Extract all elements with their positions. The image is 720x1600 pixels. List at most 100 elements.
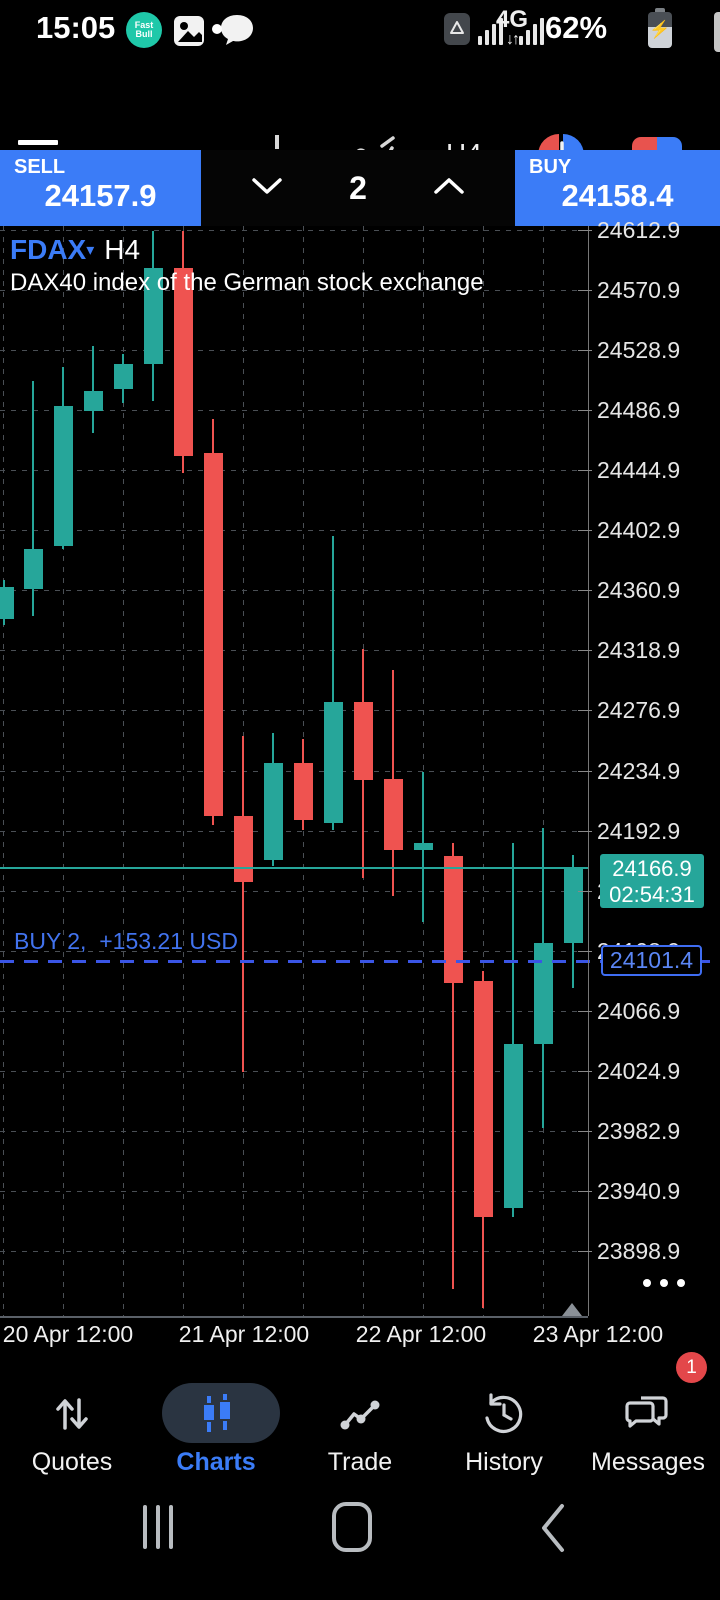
chat-notification-icon [180, 13, 256, 52]
bid-badge-price: 24166.9 [612, 855, 692, 881]
position-line[interactable] [0, 960, 712, 964]
chevron-down-icon: ▾ [86, 242, 95, 259]
candle[interactable] [233, 816, 253, 882]
candle[interactable] [263, 763, 283, 861]
nav-item-quotes[interactable]: Quotes [0, 1348, 144, 1480]
candle[interactable] [23, 548, 43, 589]
price-axis-label: 23940.9 [597, 1177, 681, 1204]
more-dots-icon[interactable] [643, 1279, 685, 1287]
signal-strength-icon [478, 18, 503, 45]
date-axis-label: 22 Apr 12:00 [355, 1321, 487, 1347]
sell-label: SELL [14, 156, 66, 178]
candle[interactable] [413, 843, 433, 851]
position-price-badge: 24101.4 [601, 945, 702, 977]
quotes-icon [50, 1392, 94, 1441]
nav-label-quotes: Quotes [31, 1448, 113, 1476]
candle-wick [512, 843, 514, 1217]
messages-icon [625, 1392, 671, 1441]
candle[interactable] [83, 391, 103, 412]
axis-tick [578, 410, 592, 412]
nav-item-history[interactable]: History [432, 1348, 576, 1480]
price-axis-label: 24276.9 [597, 697, 681, 724]
symbol-description: DAX40 index of the German stock exchange [10, 269, 484, 296]
axis-tick [578, 1010, 592, 1012]
buy-price: 24158.4 [561, 178, 674, 213]
h-gridline [0, 590, 588, 592]
price-axis-label: 24402.9 [597, 517, 681, 544]
candle[interactable] [443, 856, 463, 984]
v-gridline [483, 226, 484, 1316]
price-axis-label: 24444.9 [597, 457, 681, 484]
scroll-to-end-icon[interactable] [562, 1303, 582, 1316]
candle-wick [452, 843, 454, 1290]
price-axis-label: 24318.9 [597, 637, 681, 664]
axis-tick [578, 290, 592, 292]
candle-wick [92, 345, 94, 433]
h-gridline [0, 1130, 588, 1132]
sell-price: 24157.9 [44, 178, 157, 213]
nav-label-history: History [465, 1448, 543, 1476]
candle[interactable] [383, 778, 403, 851]
candle[interactable] [173, 268, 193, 456]
candle[interactable] [113, 364, 133, 389]
candle-wick [242, 736, 244, 1073]
date-axis-label: 23 Apr 12:00 [532, 1321, 664, 1347]
candle[interactable] [473, 980, 493, 1217]
h-gridline [0, 1251, 588, 1253]
nav-item-charts[interactable]: Charts [144, 1348, 288, 1480]
axis-tick [578, 650, 592, 652]
candle[interactable] [563, 867, 583, 944]
axis-tick [578, 1130, 592, 1132]
price-axis-label: 24066.9 [597, 997, 681, 1024]
volume-increase-icon[interactable] [431, 175, 467, 202]
candle[interactable] [53, 405, 73, 546]
home-button[interactable] [332, 1502, 372, 1552]
v-gridline [543, 226, 544, 1316]
sell-button[interactable]: SELL 24157.9 [0, 150, 201, 226]
volume-decrease-icon[interactable] [249, 175, 285, 202]
h-gridline [0, 1070, 588, 1072]
candle[interactable] [533, 943, 553, 1044]
battery-percentage: 62% [545, 10, 608, 45]
volume-value[interactable]: 2 [349, 169, 367, 206]
price-axis-label: 23982.9 [597, 1117, 681, 1144]
recents-button[interactable] [143, 1505, 173, 1549]
nav-item-trade[interactable]: Trade [288, 1348, 432, 1480]
price-axis-label: 24570.9 [597, 277, 681, 304]
axis-tick [578, 1251, 592, 1253]
volume-spinner: 2 [201, 150, 515, 226]
candle[interactable] [143, 268, 163, 365]
candle[interactable] [203, 452, 223, 817]
candle[interactable] [323, 701, 343, 824]
bar-countdown: 02:54:31 [609, 881, 695, 907]
h-gridline [0, 530, 588, 532]
buy-button[interactable]: BUY 24158.4 [515, 150, 720, 226]
back-button[interactable] [536, 1502, 568, 1559]
position-line-label: BUY 2, +153.21 USD [14, 928, 238, 955]
bid-price-badge: 24166.9 02:54:31 [600, 853, 704, 908]
price-axis-label: 24192.9 [597, 817, 681, 844]
axis-tick [578, 350, 592, 352]
candle[interactable] [0, 587, 14, 619]
price-axis-label: 24528.9 [597, 337, 681, 364]
h-gridline [0, 470, 588, 472]
h-gridline [0, 890, 588, 892]
nav-item-messages[interactable]: 1 Messages [576, 1348, 720, 1480]
candle[interactable] [293, 763, 313, 821]
h-gridline [0, 230, 588, 231]
axis-tick [578, 950, 592, 952]
v-gridline [423, 226, 424, 1316]
symbol-selector[interactable]: FDAX [10, 234, 87, 265]
fastbull-notification-icon: Fast Bull [126, 12, 162, 48]
v-gridline [63, 226, 64, 1316]
price-axis-label: 24360.9 [597, 577, 681, 604]
edge-panel-handle[interactable] [714, 12, 720, 52]
candle[interactable] [503, 1043, 523, 1208]
status-bar: 15:05 Fast Bull 4G ↓↑ 62% [0, 0, 720, 60]
axis-tick [578, 1190, 592, 1192]
notification-dot-icon [212, 24, 222, 34]
h-gridline [0, 1190, 588, 1192]
candle[interactable] [353, 701, 373, 781]
price-axis-label: 24024.9 [597, 1057, 681, 1084]
